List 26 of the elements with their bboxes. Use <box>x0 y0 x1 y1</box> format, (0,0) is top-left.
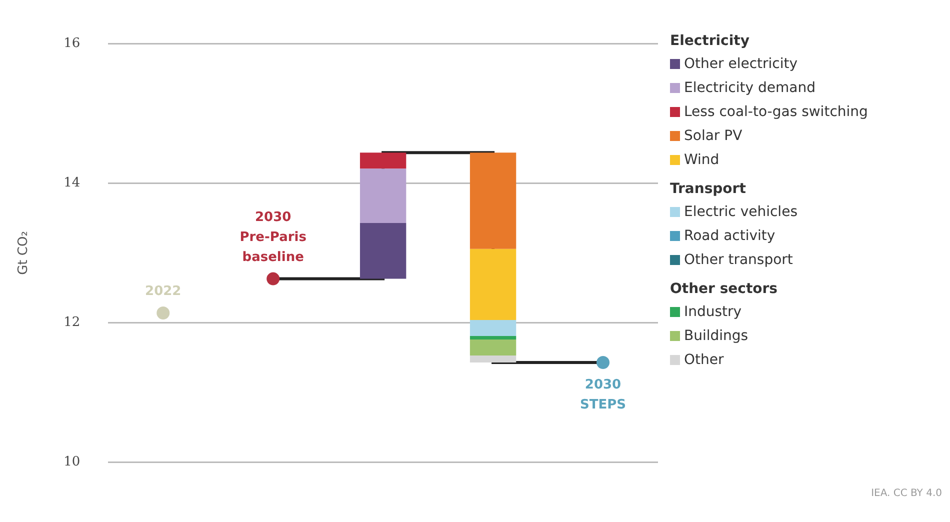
text: IEA. CC BY 4.0 <box>871 488 942 499</box>
y-axis-title: Gt CO₂ <box>16 231 32 275</box>
legend-label: Electricity demand <box>684 79 816 98</box>
y-tick-label: 14 <box>64 176 80 191</box>
y-tick-label: 16 <box>64 36 80 52</box>
legend-label: Other <box>684 351 724 370</box>
text: Electricity <box>670 32 750 51</box>
point <box>156 306 170 320</box>
legend-label: Other electricity <box>684 55 798 74</box>
legend-label: Solar PV <box>684 127 742 146</box>
series-label: 2030 STEPS <box>580 377 626 412</box>
y-tick-label: 12 <box>64 315 80 330</box>
legend-label: Road activity <box>684 227 776 246</box>
legend-label: Wind <box>684 151 720 170</box>
legend-label: Electric vehicles <box>684 203 798 222</box>
text: 2030 Pre-Paris baseline <box>240 210 307 265</box>
point <box>596 356 610 369</box>
text: Transport <box>670 180 747 199</box>
legend-label: Less coal-to-gas switching <box>684 103 868 122</box>
point <box>266 272 280 286</box>
legend-label: Buildings <box>684 327 748 346</box>
legend-label: Other transport <box>684 251 793 270</box>
y-tick-label: 10 <box>64 454 80 470</box>
text: Other sectors <box>670 280 779 299</box>
series-label: 2022 <box>145 284 182 299</box>
legend-label: Industry <box>684 303 742 322</box>
